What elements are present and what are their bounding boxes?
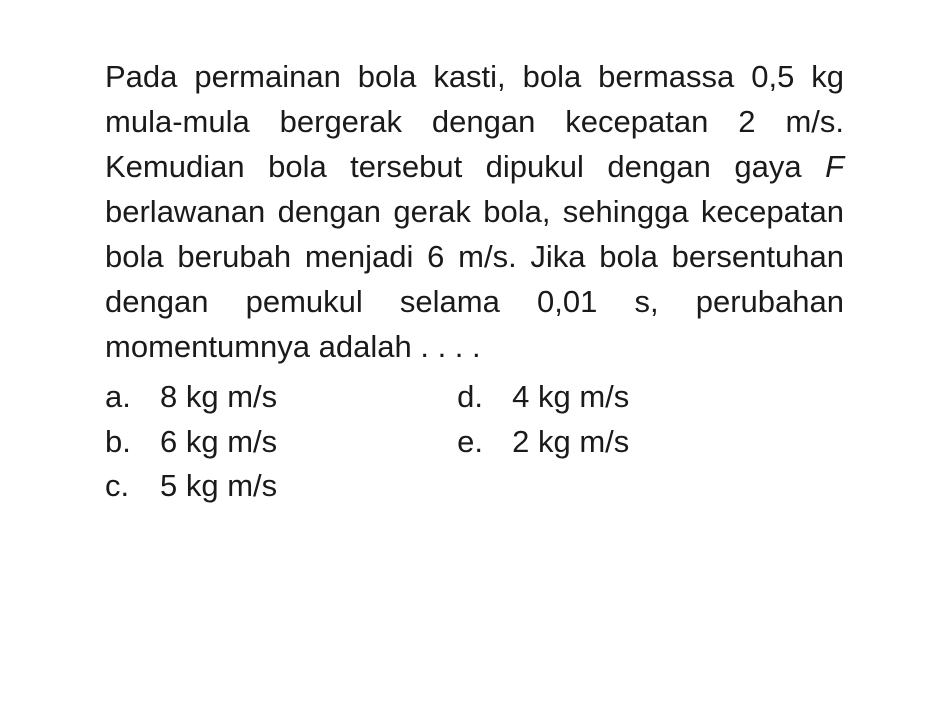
question-part2: berlawanan dengan gerak bola, sehingga k… xyxy=(105,194,844,364)
option-letter: c. xyxy=(105,464,160,509)
option-letter: b. xyxy=(105,420,160,465)
question-variable: F xyxy=(825,149,844,184)
option-a: a. 8 kg m/s xyxy=(105,375,277,420)
option-e: e. 2 kg m/s xyxy=(457,420,629,465)
option-b: b. 6 kg m/s xyxy=(105,420,277,465)
question-part1: Pada permainan bola kasti, bola bermassa… xyxy=(105,59,844,184)
options-left-column: a. 8 kg m/s b. 6 kg m/s c. 5 kg m/s xyxy=(105,375,277,510)
option-c: c. 5 kg m/s xyxy=(105,464,277,509)
option-value: 8 kg m/s xyxy=(160,375,277,420)
option-value: 6 kg m/s xyxy=(160,420,277,465)
option-value: 4 kg m/s xyxy=(512,375,629,420)
option-letter: a. xyxy=(105,375,160,420)
option-value: 5 kg m/s xyxy=(160,464,277,509)
options-container: a. 8 kg m/s b. 6 kg m/s c. 5 kg m/s d. 4… xyxy=(105,375,844,510)
option-d: d. 4 kg m/s xyxy=(457,375,629,420)
option-value: 2 kg m/s xyxy=(512,420,629,465)
option-letter: d. xyxy=(457,375,512,420)
option-letter: e. xyxy=(457,420,512,465)
question-text: Pada permainan bola kasti, bola bermassa… xyxy=(105,55,844,370)
options-right-column: d. 4 kg m/s e. 2 kg m/s xyxy=(457,375,629,510)
